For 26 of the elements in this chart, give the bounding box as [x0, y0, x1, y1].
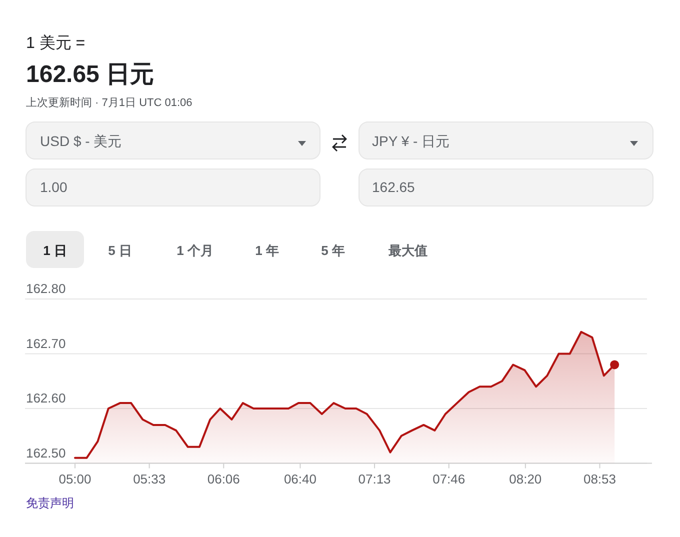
text: 上次更新时间 · 7月1日 UTC 01:06 — [26, 96, 192, 109]
y-tick-label: 162.80 — [26, 281, 66, 296]
y-tick-label: 162.70 — [26, 336, 66, 351]
text: 1 日 — [43, 243, 67, 258]
x-tick-label: 08:20 — [509, 471, 542, 486]
text: 1.00 — [40, 179, 68, 195]
x-tick-label: 06:06 — [207, 471, 240, 486]
text: 5 日 — [108, 243, 132, 258]
chart-subtitle: 162.65 日元 — [26, 61, 154, 88]
text: 1 年 — [255, 243, 279, 258]
text: USD $ - 美元 — [40, 133, 122, 149]
text: 最大值 — [388, 243, 428, 258]
x-tick-label: 07:46 — [432, 471, 466, 486]
x-tick-label: 06:40 — [284, 471, 316, 486]
x-tick-label: 05:33 — [133, 471, 166, 486]
text: 1 个月 — [176, 243, 214, 258]
text: 免责声明 — [26, 496, 74, 510]
x-tick-label: 07:13 — [358, 471, 391, 486]
x-tick-label: 08:53 — [583, 471, 616, 486]
y-tick-label: 162.60 — [26, 390, 66, 406]
text: JPY ¥ - 日元 — [372, 133, 450, 149]
y-tick-label: 162.50 — [26, 445, 66, 460]
chart-title: 1 美元 = — [26, 34, 86, 52]
x-tick-label: 05:00 — [58, 471, 92, 486]
text: 5 年 — [321, 243, 345, 258]
text: 162.65 — [372, 179, 416, 195]
